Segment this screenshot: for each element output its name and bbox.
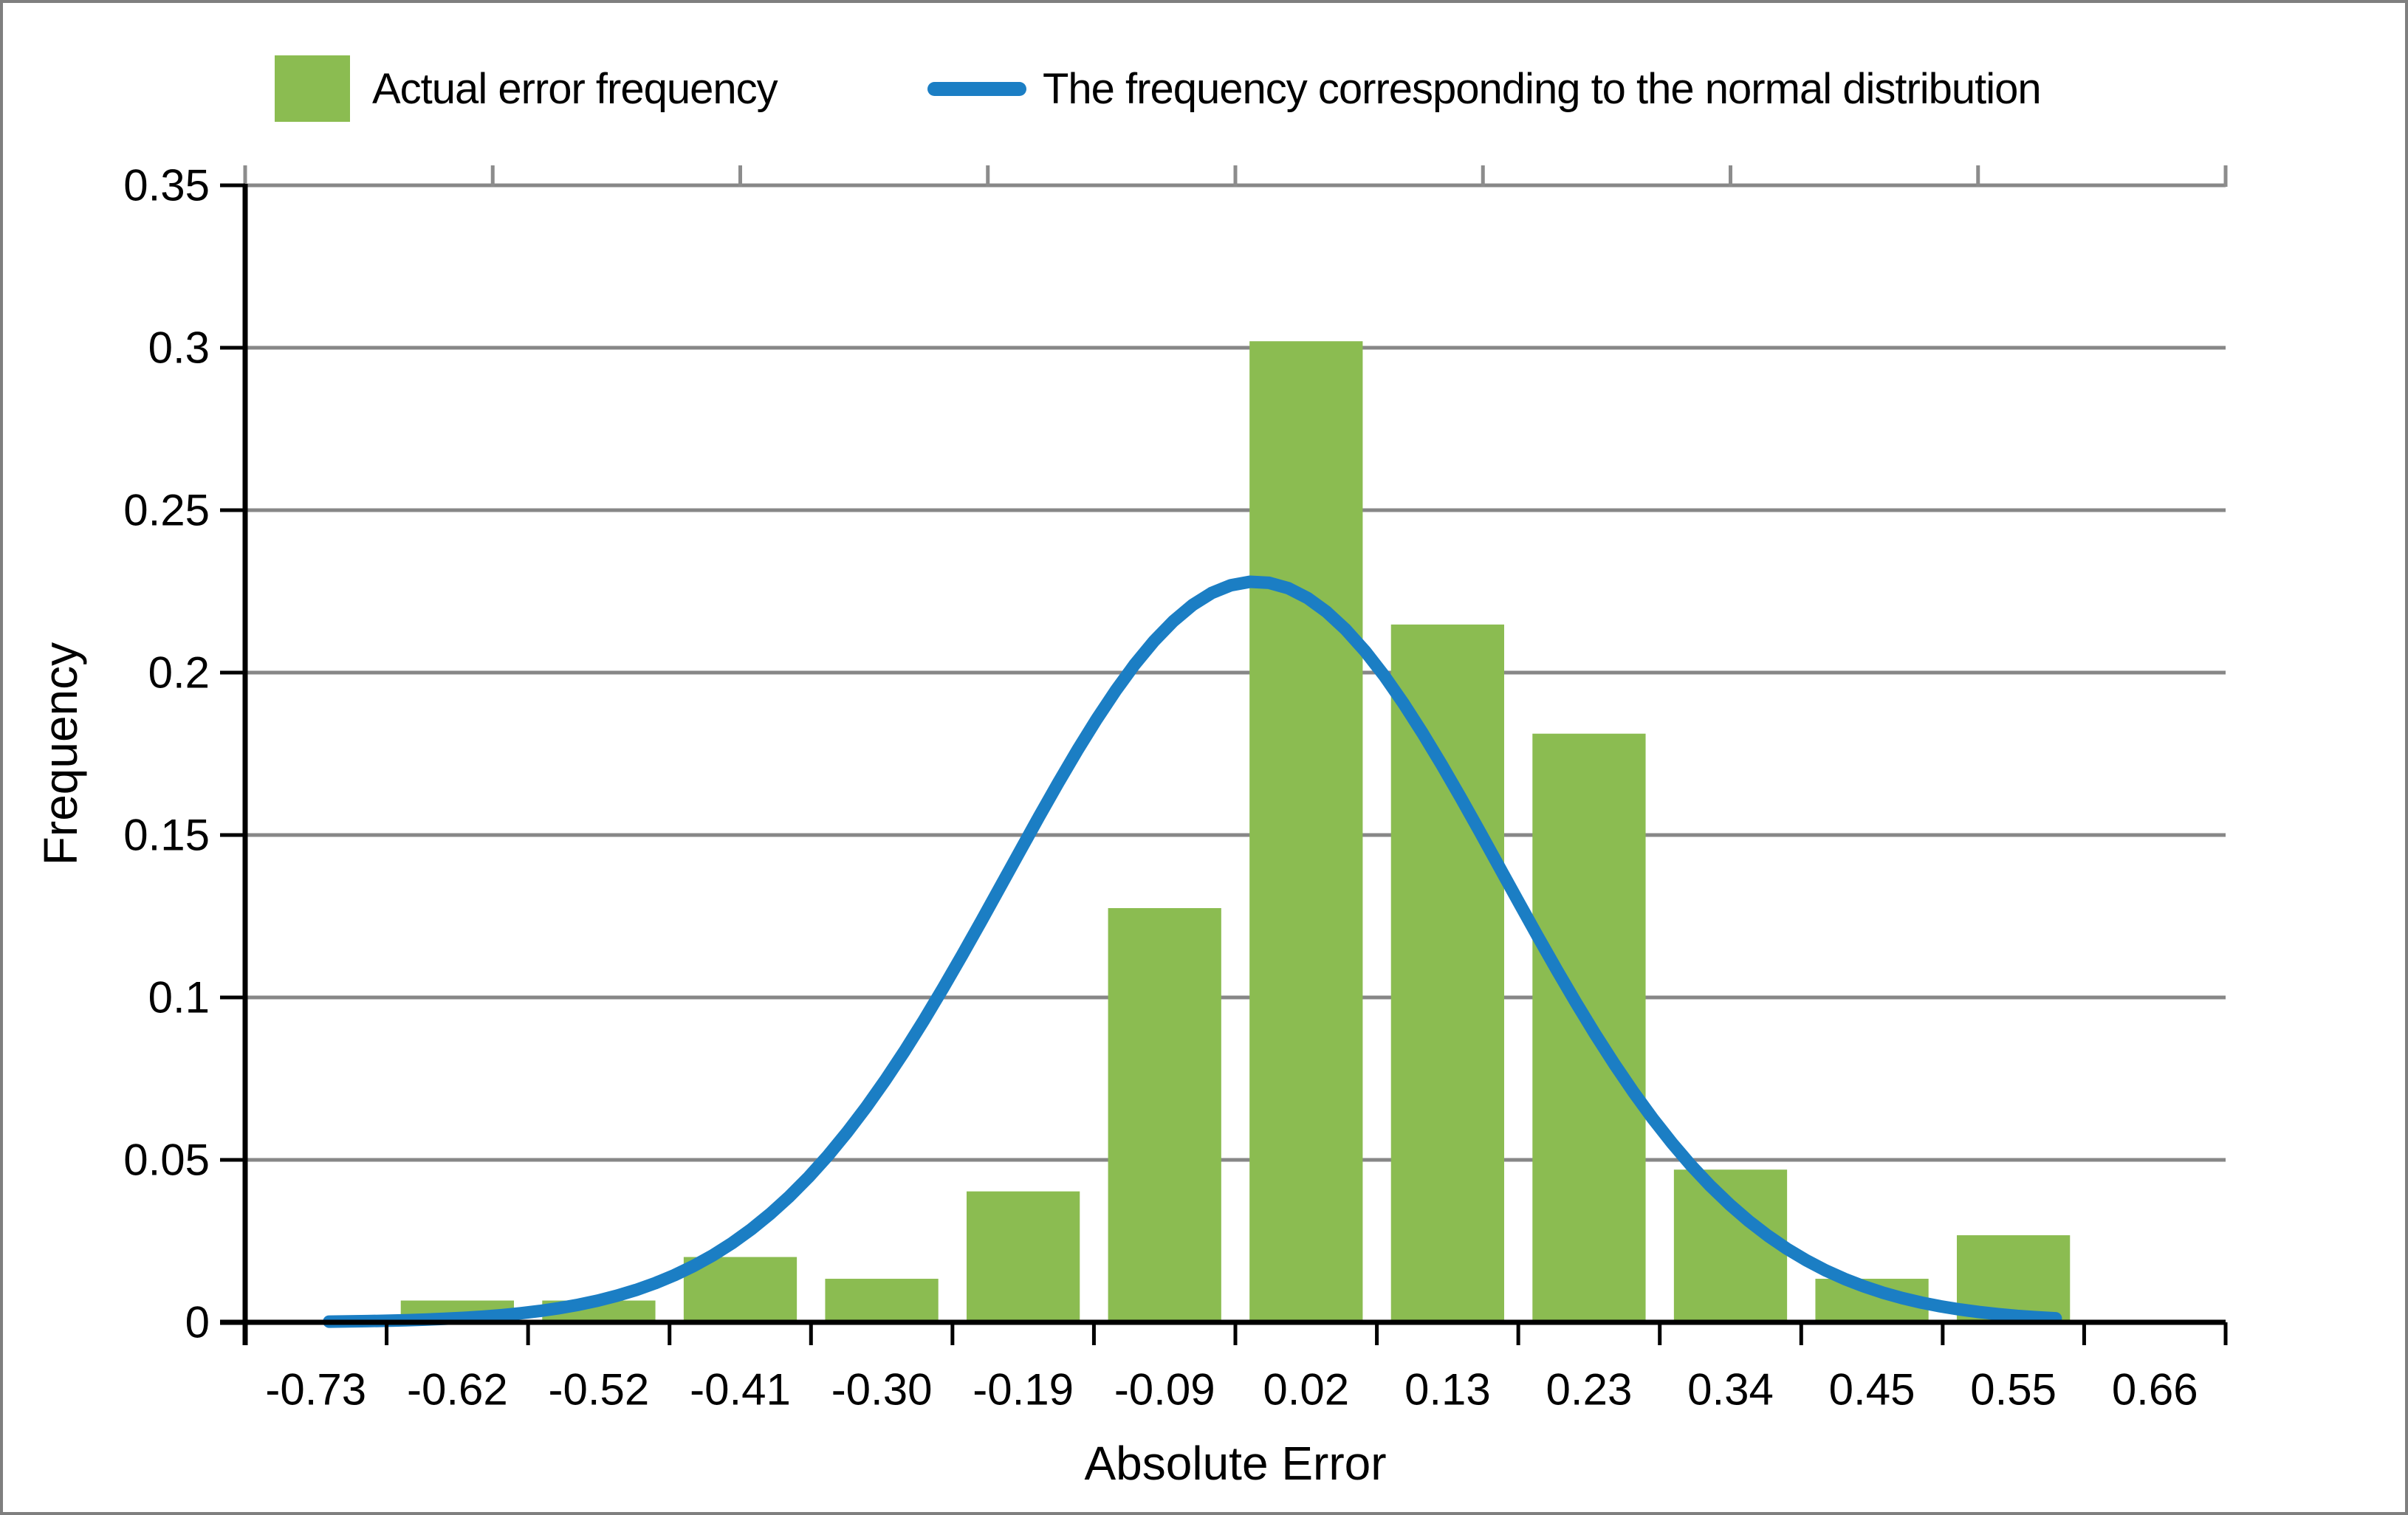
x-tick-label: 0.23	[1546, 1365, 1633, 1415]
y-tick-label: 0.3	[148, 323, 210, 373]
x-tick-label: -0.73	[265, 1365, 366, 1415]
histogram-bar	[825, 1279, 939, 1322]
histogram-bar	[1390, 624, 1504, 1322]
legend-item-bars: Actual error frequency	[275, 50, 778, 127]
legend-label-bars: Actual error frequency	[372, 64, 778, 113]
y-tick-label: 0.25	[123, 486, 210, 535]
legend-item-curve: The frequency corresponding to the norma…	[927, 50, 2042, 127]
x-tick-label: 0.34	[1687, 1365, 1774, 1415]
y-tick-label: 0.2	[148, 648, 210, 698]
y-tick-label: 0.1	[148, 973, 210, 1023]
x-tick-label: -0.30	[831, 1365, 933, 1415]
x-tick-label: 0.66	[2112, 1365, 2198, 1415]
legend-green-swatch-icon	[275, 55, 350, 122]
x-tick-label: 0.13	[1404, 1365, 1491, 1415]
y-tick-label: 0.05	[123, 1136, 210, 1185]
histogram-bar	[967, 1191, 1080, 1322]
normal-curve	[323, 575, 2062, 1328]
legend-label-curve: The frequency corresponding to the norma…	[1043, 64, 2042, 113]
legend-blue-line-icon	[927, 81, 1026, 96]
y-tick-label: 0.35	[123, 161, 210, 210]
plot-area: 0 0.05 0.1 0.15 0.2 0.25 0.3 0.35 -0.73 -0.62 -0.5…	[123, 161, 2228, 1415]
x-tick-label: 0.55	[1970, 1365, 2057, 1415]
y-axis-title: Frequency	[34, 642, 87, 866]
x-tick-label: -0.19	[973, 1365, 1074, 1415]
y-tick-label: 0	[185, 1298, 210, 1347]
x-axis-title: Absolute Error	[1084, 1437, 1387, 1490]
histogram-bar	[1673, 1169, 1788, 1322]
x-tick-label: -0.62	[407, 1365, 508, 1415]
histogram-bar	[1249, 341, 1363, 1323]
x-tick-label: 0.45	[1829, 1365, 1915, 1415]
x-tick-label: -0.41	[690, 1365, 791, 1415]
y-tick-label: 0.15	[123, 811, 210, 860]
histogram-bar	[1108, 908, 1221, 1322]
x-tick-label: -0.09	[1114, 1365, 1215, 1415]
x-tick-label: -0.52	[549, 1365, 650, 1415]
x-tick-label: 0.02	[1263, 1365, 1349, 1415]
